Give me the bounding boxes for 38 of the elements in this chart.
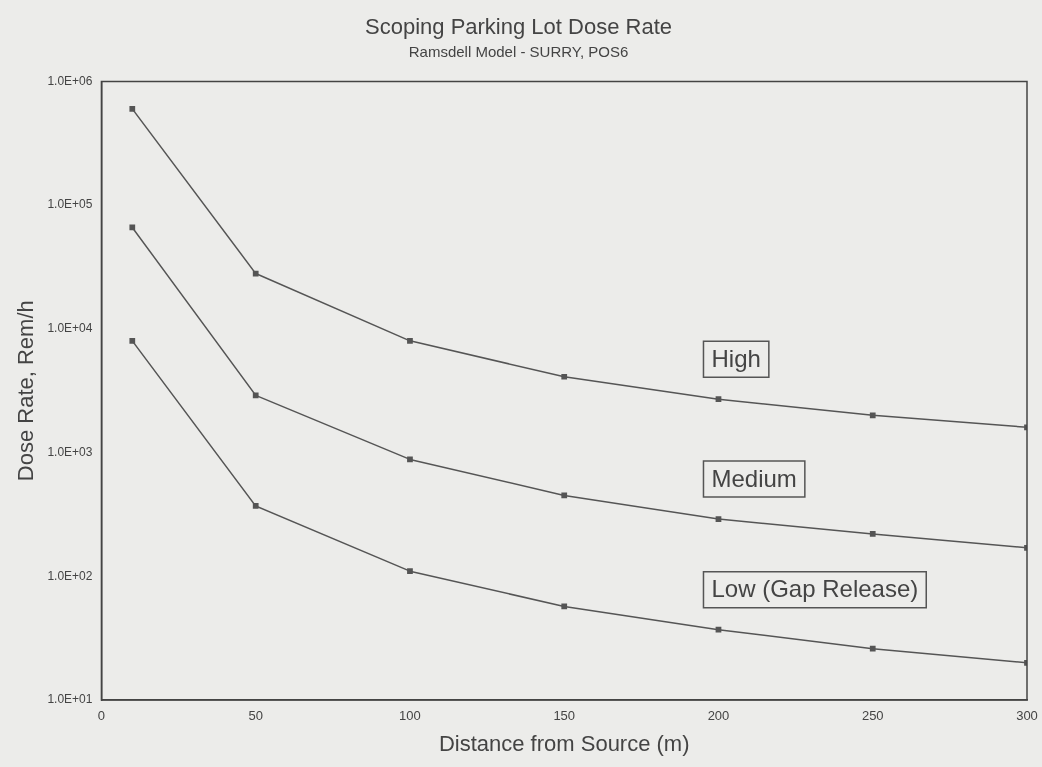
point xyxy=(407,568,413,575)
point xyxy=(715,516,722,522)
x-tick-label: 250 xyxy=(861,708,884,724)
y-tick-label: 1.0E+04 xyxy=(47,321,93,336)
y-axis-title: Dose Rate, Rem/h xyxy=(13,300,39,482)
point xyxy=(407,337,413,344)
point xyxy=(252,503,259,509)
point xyxy=(869,645,876,652)
series-label: Low (Gap Release) xyxy=(711,575,919,603)
series-label: Medium xyxy=(711,464,797,492)
point xyxy=(407,456,413,463)
point xyxy=(129,224,136,231)
x-axis-title: Distance from Source (m) xyxy=(438,730,690,756)
y-tick-label: 1.0E+02 xyxy=(47,568,93,583)
y-tick-label: 1.0E+03 xyxy=(47,444,93,459)
x-tick-label: 300 xyxy=(1016,708,1038,724)
point xyxy=(869,531,876,537)
point xyxy=(129,105,136,112)
x-tick-label: 200 xyxy=(707,708,730,724)
x-tick-label: 150 xyxy=(553,708,576,724)
chart-subtitle: Ramsdell Model - SURRY, POS6 xyxy=(408,42,629,60)
point xyxy=(252,270,259,277)
point xyxy=(869,412,876,419)
series-label: High xyxy=(711,344,761,372)
y-tick-label: 1.0E+05 xyxy=(47,197,93,212)
point xyxy=(715,396,722,403)
point xyxy=(561,603,568,610)
x-tick-label: 0 xyxy=(97,708,106,724)
point xyxy=(561,373,568,380)
point xyxy=(129,337,136,344)
y-tick-label: 1.0E+06 xyxy=(47,73,93,88)
x-tick-label: 50 xyxy=(248,708,263,724)
point xyxy=(252,392,259,399)
y-tick-label: 1.0E+01 xyxy=(47,692,93,707)
chart-title: Scoping Parking Lot Dose Rate xyxy=(365,14,672,40)
point xyxy=(561,492,568,499)
x-tick-label: 100 xyxy=(399,708,421,724)
point xyxy=(715,626,722,633)
